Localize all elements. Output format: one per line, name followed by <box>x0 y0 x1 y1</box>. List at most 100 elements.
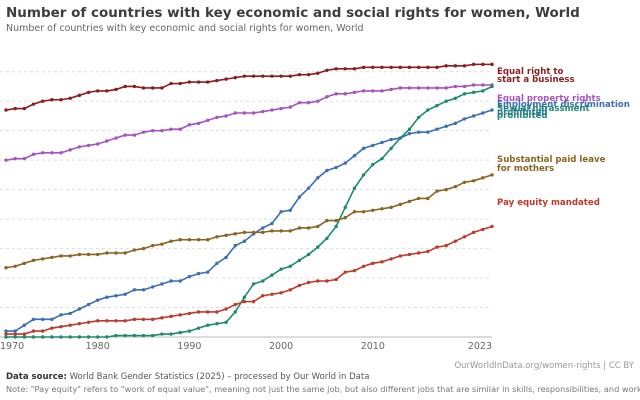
data-point <box>453 121 458 126</box>
data-point <box>233 243 237 248</box>
data-point <box>187 329 192 333</box>
data-point <box>371 143 375 148</box>
data-point <box>59 335 63 339</box>
data-point <box>444 99 448 103</box>
line-chart: 1970 1980 1990 2000 2010 2023 Equal right tos… <box>0 62 630 352</box>
data-point <box>206 238 210 242</box>
series-label: Equal property rights <box>497 94 601 104</box>
data-point <box>4 158 8 162</box>
data-point <box>288 229 292 233</box>
data-point <box>426 130 430 134</box>
data-source-text: World Bank Gender Statistics (2025) – pr… <box>69 372 370 382</box>
data-point <box>416 115 421 120</box>
data-point <box>50 98 54 102</box>
data-point <box>224 320 228 324</box>
data-point <box>22 323 27 327</box>
data-point <box>407 199 412 204</box>
data-point <box>105 89 109 93</box>
data-point <box>380 89 384 93</box>
data-point <box>297 100 302 105</box>
data-point <box>215 235 219 239</box>
data-point <box>215 115 219 120</box>
data-point <box>68 254 72 258</box>
data-point <box>178 279 182 283</box>
x-axis: 1970 1980 1990 2000 2010 2023 <box>0 341 492 352</box>
source-url-link[interactable]: OurWorldInData.org/women-rights | CC BY <box>454 361 634 371</box>
data-point <box>490 62 494 67</box>
series-line <box>6 225 493 335</box>
data-point <box>371 208 375 212</box>
data-point <box>13 106 17 111</box>
data-point <box>169 81 173 86</box>
data-point <box>444 64 448 68</box>
series-label: Employment discrimination <box>497 100 630 110</box>
data-point <box>306 72 311 77</box>
data-point <box>279 74 283 78</box>
data-point <box>426 86 430 90</box>
data-point <box>453 239 458 243</box>
data-point <box>151 333 155 338</box>
data-point <box>40 335 45 339</box>
data-point <box>453 96 458 100</box>
x-tick-label: 1970 <box>0 341 24 352</box>
data-point <box>59 98 63 102</box>
footer-note: Note: "Pay equity" refers to "work of eq… <box>6 384 640 394</box>
data-point <box>233 310 237 314</box>
data-point <box>68 323 72 327</box>
series-label: Pay equity mandated <box>497 198 600 208</box>
data-point <box>251 282 256 286</box>
data-point <box>160 316 164 320</box>
data-point <box>444 124 448 128</box>
data-point <box>95 319 100 323</box>
data-point <box>371 89 375 93</box>
page-title: Number of countries with key economic an… <box>6 5 580 21</box>
data-point <box>306 186 311 190</box>
x-tick-label: 1990 <box>177 341 201 352</box>
data-point <box>215 310 219 314</box>
data-point <box>288 208 292 212</box>
data-point <box>444 243 448 248</box>
data-point <box>160 332 164 336</box>
data-point <box>13 156 17 161</box>
data-point <box>334 218 338 223</box>
data-point <box>40 257 45 261</box>
data-point <box>50 326 54 330</box>
data-point <box>22 335 27 339</box>
data-point <box>481 62 485 67</box>
data-point <box>490 224 494 229</box>
data-point <box>50 151 54 155</box>
data-point <box>59 313 63 317</box>
data-point <box>178 127 182 131</box>
data-point <box>444 187 448 192</box>
data-point <box>187 274 192 279</box>
data-point <box>261 279 265 283</box>
data-point <box>490 173 494 177</box>
data-point <box>233 75 237 80</box>
data-point <box>462 84 467 89</box>
data-point <box>187 238 192 242</box>
data-point <box>251 111 256 115</box>
data-point <box>31 258 36 263</box>
data-point <box>242 295 247 299</box>
series-label: Equal right to <box>497 67 564 77</box>
data-point <box>251 74 256 78</box>
data-point <box>215 322 219 326</box>
data-point <box>13 335 17 339</box>
data-point <box>398 86 403 90</box>
data-point <box>59 324 63 329</box>
data-point <box>114 251 118 255</box>
data-point <box>389 87 393 92</box>
data-point <box>288 105 292 109</box>
data-point <box>31 102 36 106</box>
data-point <box>196 310 201 314</box>
data-point <box>325 279 329 283</box>
data-point <box>361 89 366 93</box>
data-point <box>187 80 192 84</box>
data-point <box>95 298 100 302</box>
x-tick-label: 2023 <box>468 341 492 352</box>
data-point <box>398 65 403 70</box>
data-point <box>316 224 320 229</box>
data-point <box>215 261 219 266</box>
data-point <box>416 196 421 201</box>
data-point <box>407 127 412 131</box>
